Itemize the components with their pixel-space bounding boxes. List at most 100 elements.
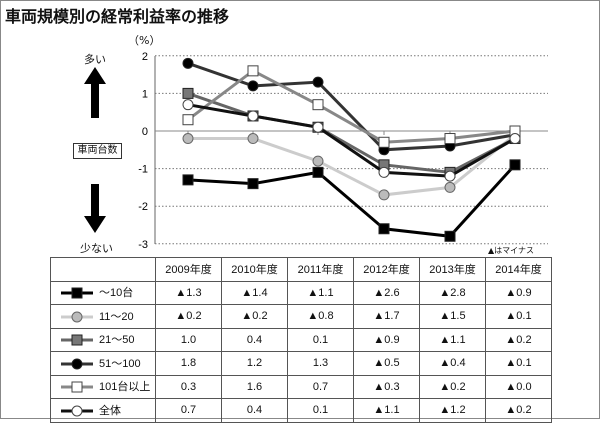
table-cell: ▲0.3 [353, 374, 420, 399]
table-cell: ▲0.1 [485, 304, 552, 329]
table-cell: 1.3 [287, 351, 354, 376]
axis-label-box: 車両台数 [73, 143, 122, 159]
table-cell: ▲1.1 [287, 280, 354, 305]
series-line [187, 69, 516, 144]
table-cell: 0.4 [221, 398, 288, 423]
table-cell: ▲1.2 [419, 398, 486, 423]
table-row: ～10台 ▲1.3 ▲1.4 ▲1.1 ▲2.6 ▲2.8 ▲0.9 [50, 280, 552, 305]
table-cell: ▲2.6 [353, 280, 420, 305]
series-line [187, 91, 516, 174]
legend-cell: ～10台 [50, 280, 156, 305]
data-point [247, 80, 259, 92]
data-point [378, 166, 390, 178]
col-header: 2014年度 [485, 257, 552, 282]
series-line [187, 61, 516, 152]
data-point [444, 230, 456, 242]
legend-cell: 11～20 [50, 304, 156, 329]
table-cell: ▲0.1 [485, 351, 552, 376]
series-line [188, 133, 516, 197]
table-cell: ▲0.8 [287, 304, 354, 329]
table-cell: ▲1.1 [353, 398, 420, 423]
legend-marker-icon [61, 381, 93, 393]
table-cell: ▲1.4 [221, 280, 288, 305]
more-label: 多い [84, 53, 106, 66]
table-cell: ▲0.2 [485, 398, 552, 423]
data-point [182, 87, 194, 99]
table-cell: 0.7 [287, 374, 354, 399]
table-cell: ▲0.0 [485, 374, 552, 399]
legend-marker-icon [61, 334, 93, 346]
legend-marker-icon [61, 311, 93, 323]
data-point [444, 170, 456, 182]
table-cell: ▲0.5 [353, 351, 420, 376]
table-cell: ▲0.2 [155, 304, 222, 329]
legend-marker-icon [61, 405, 93, 417]
data-point [182, 133, 194, 145]
table-cell: 1.6 [221, 374, 288, 399]
data-point [378, 223, 390, 235]
table-cell: ▲0.4 [419, 351, 486, 376]
data-point [247, 110, 259, 122]
unit-label: （%） [128, 34, 161, 47]
table-cell: 1.2 [221, 351, 288, 376]
data-point [182, 114, 194, 126]
legend-cell: 21～50 [50, 327, 156, 352]
legend-label: 101台以上 [99, 381, 151, 394]
col-header: 2013年度 [419, 257, 486, 282]
table-cell: ▲1.5 [419, 304, 486, 329]
table-cell: ▲0.2 [485, 327, 552, 352]
table-cell: ▲1.7 [353, 304, 420, 329]
data-point [182, 174, 194, 186]
series-line [187, 163, 517, 238]
col-header: 2009年度 [155, 257, 222, 282]
col-header: 2012年度 [353, 257, 420, 282]
down-arrow-icon [84, 184, 106, 233]
table-cell: ▲1.1 [419, 327, 486, 352]
data-point [444, 181, 456, 193]
legend-label: 11～20 [99, 310, 134, 323]
table-row: 全体 0.7 0.4 0.1 ▲1.1 ▲1.2 ▲0.2 [50, 398, 552, 423]
series-line [187, 103, 516, 178]
table-cell: ▲0.9 [485, 280, 552, 305]
legend-cell: 101台以上 [50, 374, 156, 399]
table-cell: 0.3 [155, 374, 222, 399]
data-point [312, 121, 324, 133]
legend-cell: 全体 [50, 398, 156, 423]
legend-marker-icon [61, 287, 93, 299]
y-tick-label: -3 [138, 239, 148, 251]
data-point [312, 99, 324, 111]
col-header: 2011年度 [287, 257, 354, 282]
data-point [509, 159, 521, 171]
data-point [378, 136, 390, 148]
table-cell: ▲2.8 [419, 280, 486, 305]
table-cell: ▲0.2 [221, 304, 288, 329]
up-arrow-icon [84, 67, 106, 118]
table-cell: 1.0 [155, 327, 222, 352]
data-point [312, 155, 324, 167]
data-point [444, 133, 456, 145]
table-cell: 1.8 [155, 351, 222, 376]
table-cell: ▲1.3 [155, 280, 222, 305]
data-point [509, 133, 521, 145]
minus-note: ▲はマイナス [488, 246, 534, 255]
table-row: 101台以上 0.3 1.6 0.7 ▲0.3 ▲0.2 ▲0.0 [50, 374, 552, 399]
data-point [247, 178, 259, 190]
y-tick-label: 0 [142, 126, 148, 138]
header-blank [50, 257, 156, 282]
y-tick-label: 2 [142, 51, 148, 63]
series-5 [182, 99, 521, 182]
table-cell: 0.1 [287, 327, 354, 352]
data-point [378, 189, 390, 201]
data-point [182, 57, 194, 69]
table-cell: 0.1 [287, 398, 354, 423]
series-3 [182, 57, 521, 156]
table-cell: ▲0.2 [419, 374, 486, 399]
legend-label: 全体 [99, 404, 121, 417]
chart-title: 車両規模別の経常利益率の推移 [5, 7, 230, 26]
table-row: 51～100 1.8 1.2 1.3 ▲0.5 ▲0.4 ▲0.1 [50, 351, 552, 376]
data-point [247, 65, 259, 77]
legend-cell: 51～100 [50, 351, 156, 376]
table-cell: ▲0.9 [353, 327, 420, 352]
table-cell: 0.7 [155, 398, 222, 423]
legend-marker-icon [61, 358, 93, 370]
